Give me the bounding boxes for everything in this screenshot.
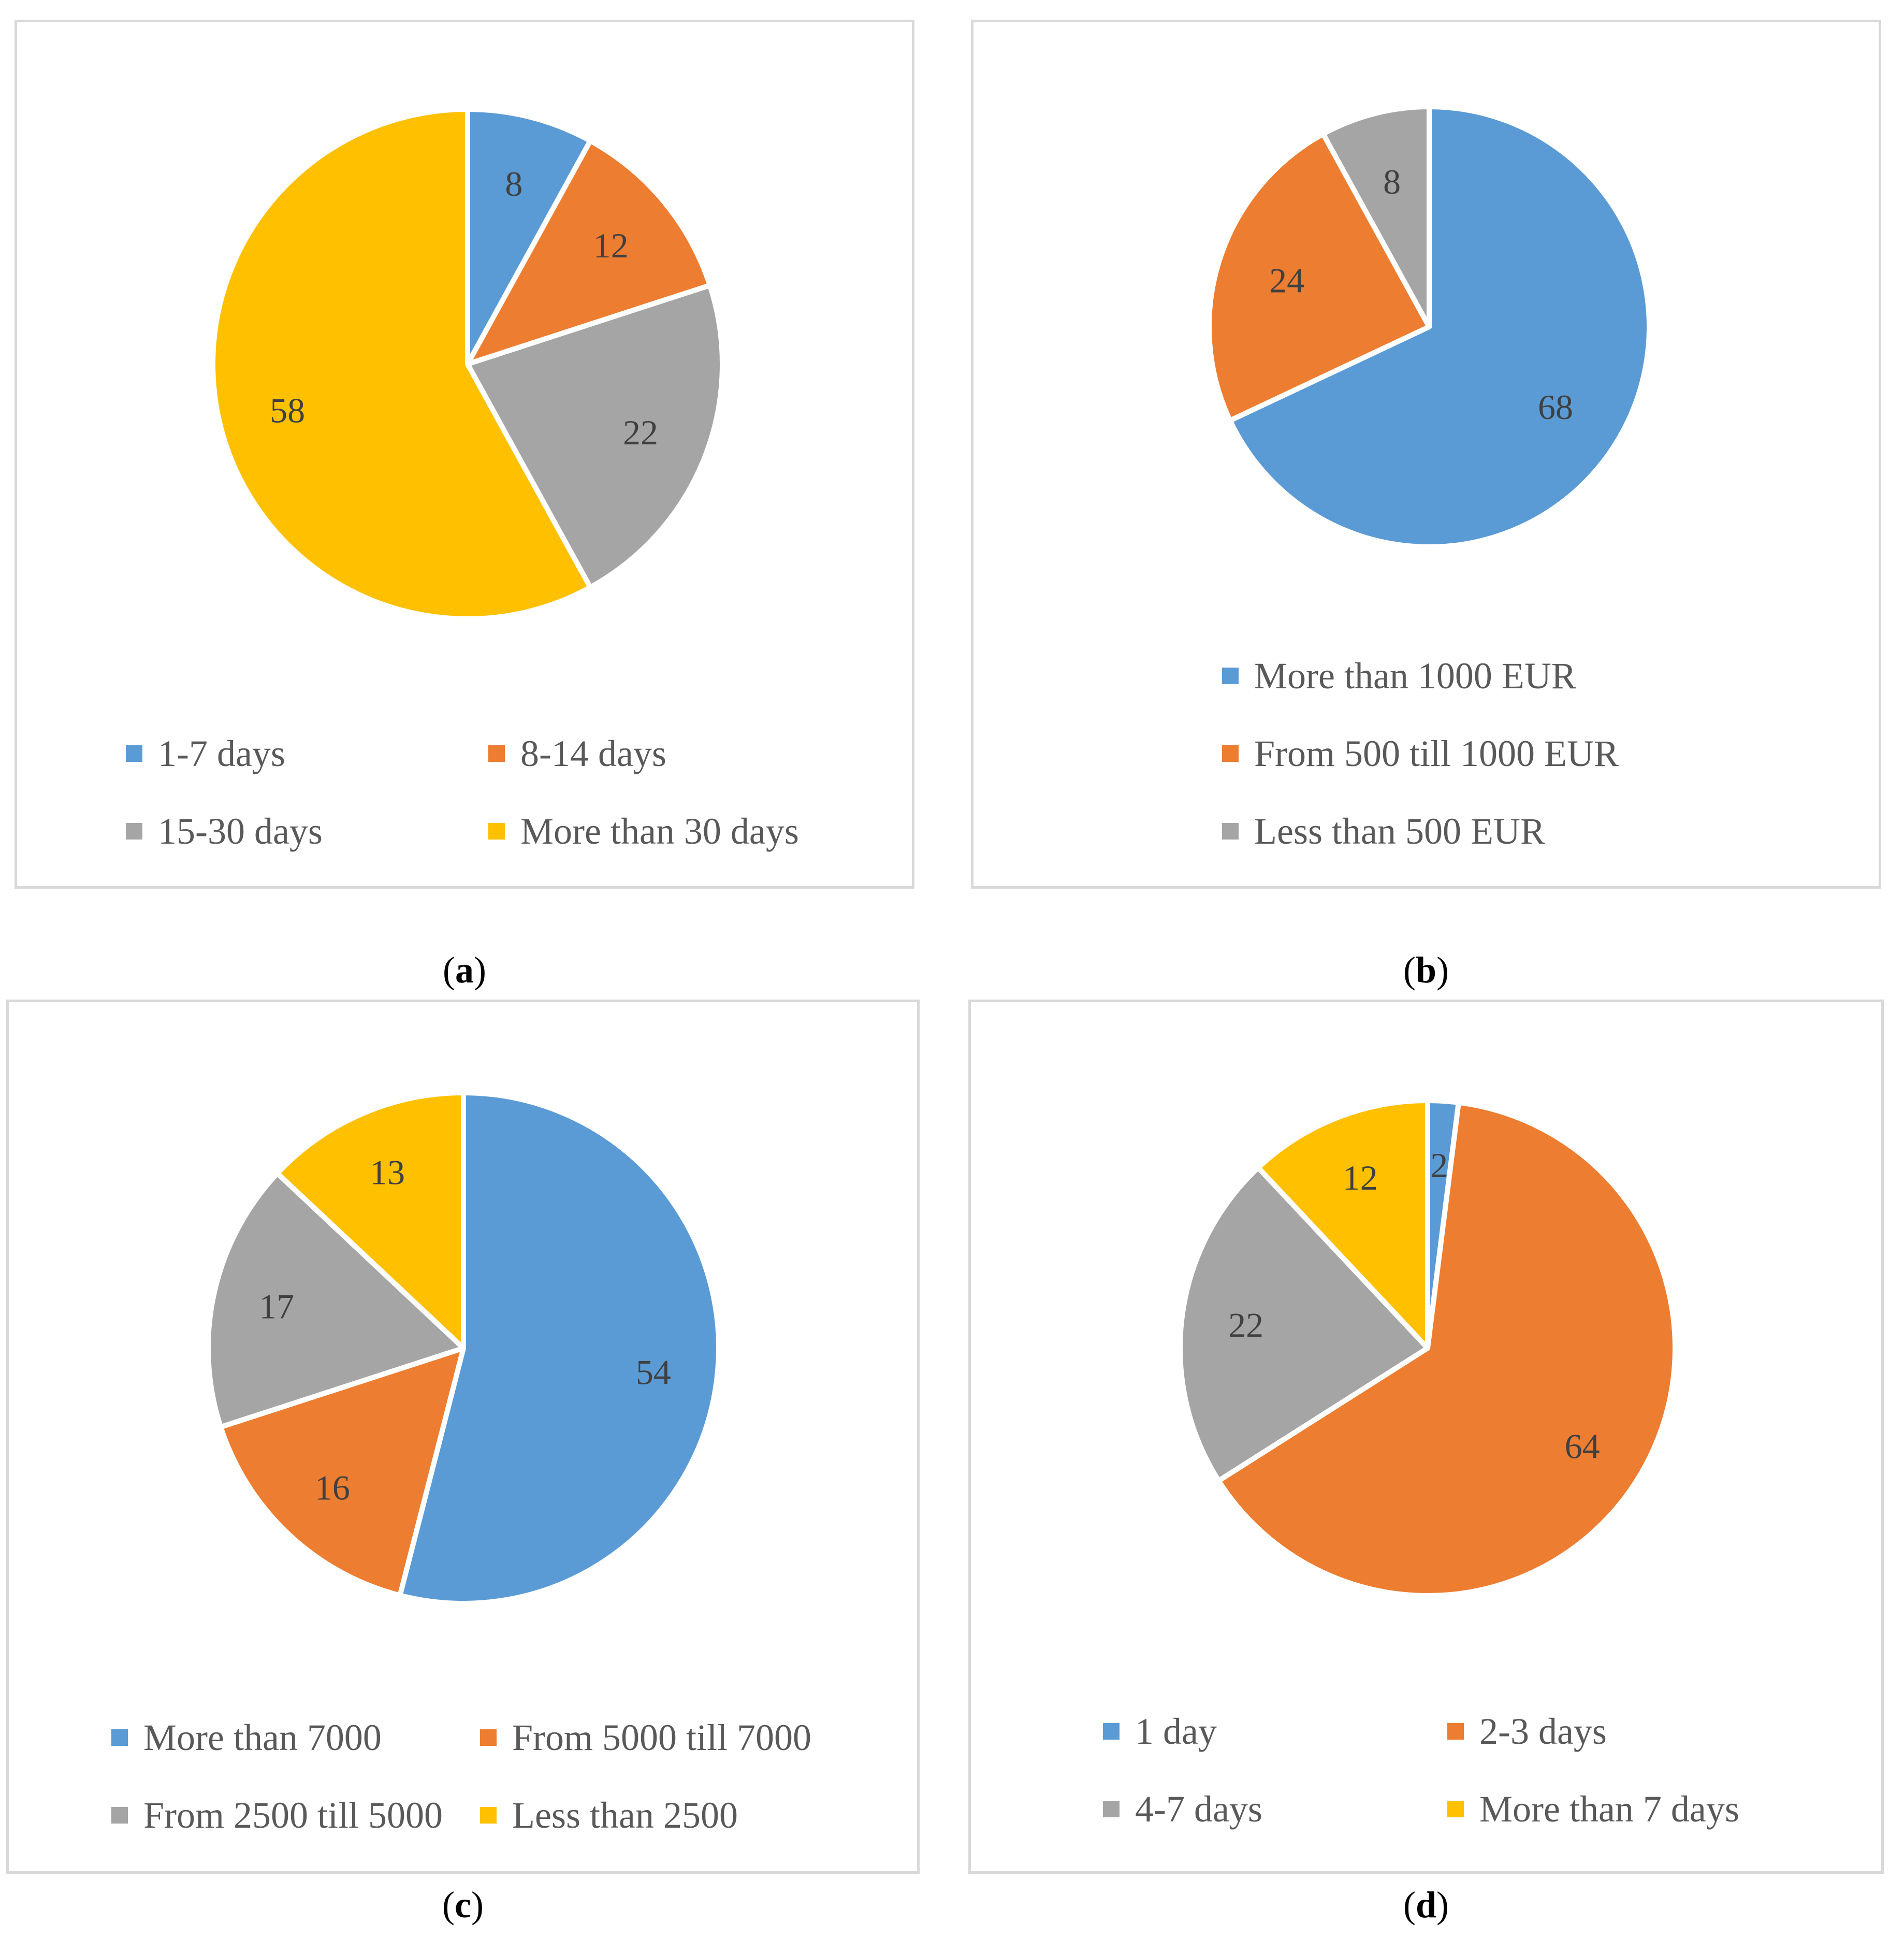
pie-slice-15-30-days xyxy=(465,282,725,590)
pie-slice-from-2500-till-5000 xyxy=(206,1170,466,1430)
legend-swatch-more-than-30-days xyxy=(488,823,505,840)
data-label-more-than-30-days: 58 xyxy=(270,391,305,430)
legend-swatch-less-than-2500 xyxy=(480,1807,497,1824)
pie-slice-more-than-1000-eur xyxy=(1227,104,1652,549)
legend-swatch-1-7-days xyxy=(126,745,142,762)
legend-swatch-from-5000-till-7000 xyxy=(480,1729,497,1746)
legend-label-less-than-2500: Less than 2500 xyxy=(512,1795,738,1836)
pie-slice-from-500-till-1000-eur xyxy=(1207,131,1432,423)
pie-slice-more-than-7-days xyxy=(1255,1098,1430,1351)
legend-swatch-4-7-days xyxy=(1103,1801,1120,1817)
caption-c-letter: c xyxy=(455,1884,471,1926)
legend-label-more-than-7-days: More than 7 days xyxy=(1479,1788,1739,1830)
legend-label-from-5000-till-7000: From 5000 till 7000 xyxy=(512,1717,811,1758)
legend-swatch-2-3-days xyxy=(1447,1723,1464,1740)
legend-swatch-less-than-500-eur xyxy=(1222,823,1239,840)
data-label-less-than-2500: 13 xyxy=(370,1153,405,1192)
pie-slice-8-14-days xyxy=(465,138,713,367)
legend-label-more-than-1000-eur: More than 1000 EUR xyxy=(1254,655,1576,697)
chart-panel-a: 8 12 22 58 1-7 days 8-14 days 15-30 days More t… xyxy=(14,20,914,889)
legend-label-4-7-days: 4-7 days xyxy=(1135,1788,1262,1830)
caption-c: (c) xyxy=(442,1884,484,1926)
data-label-from-2500-till-5000: 17 xyxy=(259,1286,294,1326)
caption-d-letter: d xyxy=(1415,1884,1437,1926)
pie-slice-less-than-2500 xyxy=(274,1090,466,1351)
data-label-1-day: 2 xyxy=(1430,1146,1448,1185)
caption-a-letter: a xyxy=(455,949,474,991)
data-label-more-than-7000: 54 xyxy=(636,1352,671,1392)
pie-slice-less-than-500-eur xyxy=(1320,104,1432,329)
pie-chart-c: 54 16 17 13 More than 7000 From 5000 till 700… xyxy=(111,1090,811,1836)
chart-panel-c: 54 16 17 13 More than 7000 From 5000 till 700… xyxy=(6,1000,920,1874)
legend-label-15-30-days: 15-30 days xyxy=(158,811,323,852)
data-label-8-14-days: 12 xyxy=(593,226,629,265)
caption-b-letter: b xyxy=(1415,949,1437,991)
legend-swatch-more-than-7-days xyxy=(1447,1801,1464,1817)
legend-label-from-2500-till-5000: From 2500 till 5000 xyxy=(143,1795,443,1836)
pie-slice-more-than-7000 xyxy=(397,1090,721,1606)
chart-panel-b: 68 24 8 More than 1000 EUR From 500 till 100… xyxy=(971,20,1881,889)
legend-swatch-15-30-days xyxy=(126,823,142,840)
caption-b: (b) xyxy=(1403,949,1449,991)
data-label-less-than-500-eur: 8 xyxy=(1383,162,1401,201)
data-label-more-than-1000-eur: 68 xyxy=(1538,387,1573,427)
chart-panel-d: 2 64 22 12 1 day 2-3 days 4-7 days More than 7 … xyxy=(968,1000,1884,1874)
data-label-1-7-days: 8 xyxy=(505,164,522,204)
caption-d: (d) xyxy=(1403,1884,1449,1926)
pie-chart-d: 2 64 22 12 1 day 2-3 days 4-7 days More than 7 … xyxy=(1103,1098,1739,1830)
data-label-4-7-days: 22 xyxy=(1228,1306,1263,1345)
legend-label-from-500-till-1000-eur: From 500 till 1000 EUR xyxy=(1254,733,1619,774)
legend-label-1-7-days: 1-7 days xyxy=(158,733,285,774)
data-label-from-5000-till-7000: 16 xyxy=(315,1468,350,1508)
pie-slice-4-7-days xyxy=(1178,1165,1430,1484)
caption-a: (a) xyxy=(443,949,486,991)
pie-slice-1-7-days xyxy=(465,107,593,367)
legend-swatch-from-500-till-1000-eur xyxy=(1222,745,1239,762)
pie-slice-2-3-days xyxy=(1216,1100,1678,1598)
legend-label-more-than-7000: More than 7000 xyxy=(143,1717,382,1758)
data-label-from-500-till-1000-eur: 24 xyxy=(1269,261,1304,300)
legend-swatch-1-day xyxy=(1103,1723,1120,1740)
legend-swatch-from-2500-till-5000 xyxy=(111,1807,128,1824)
legend-label-8-14-days: 8-14 days xyxy=(520,733,666,774)
data-label-2-3-days: 64 xyxy=(1565,1427,1600,1466)
pie-chart-a: 8 12 22 58 1-7 days 8-14 days 15-30 days More t… xyxy=(126,107,799,852)
legend-label-2-3-days: 2-3 days xyxy=(1479,1711,1607,1752)
data-label-15-30-days: 22 xyxy=(623,413,658,452)
legend-label-1-day: 1 day xyxy=(1135,1711,1217,1752)
data-label-more-than-7-days: 12 xyxy=(1343,1158,1378,1197)
legend-swatch-more-than-1000-eur xyxy=(1222,668,1239,684)
legend-swatch-8-14-days xyxy=(488,745,505,762)
legend-label-less-than-500-eur: Less than 500 EUR xyxy=(1254,811,1545,852)
pie-slice-more-than-30-days xyxy=(210,107,593,621)
legend-label-more-than-30-days: More than 30 days xyxy=(520,811,799,852)
legend-swatch-more-than-7000 xyxy=(111,1729,128,1746)
pie-chart-b: 68 24 8 More than 1000 EUR From 500 till 100… xyxy=(1207,104,1652,852)
